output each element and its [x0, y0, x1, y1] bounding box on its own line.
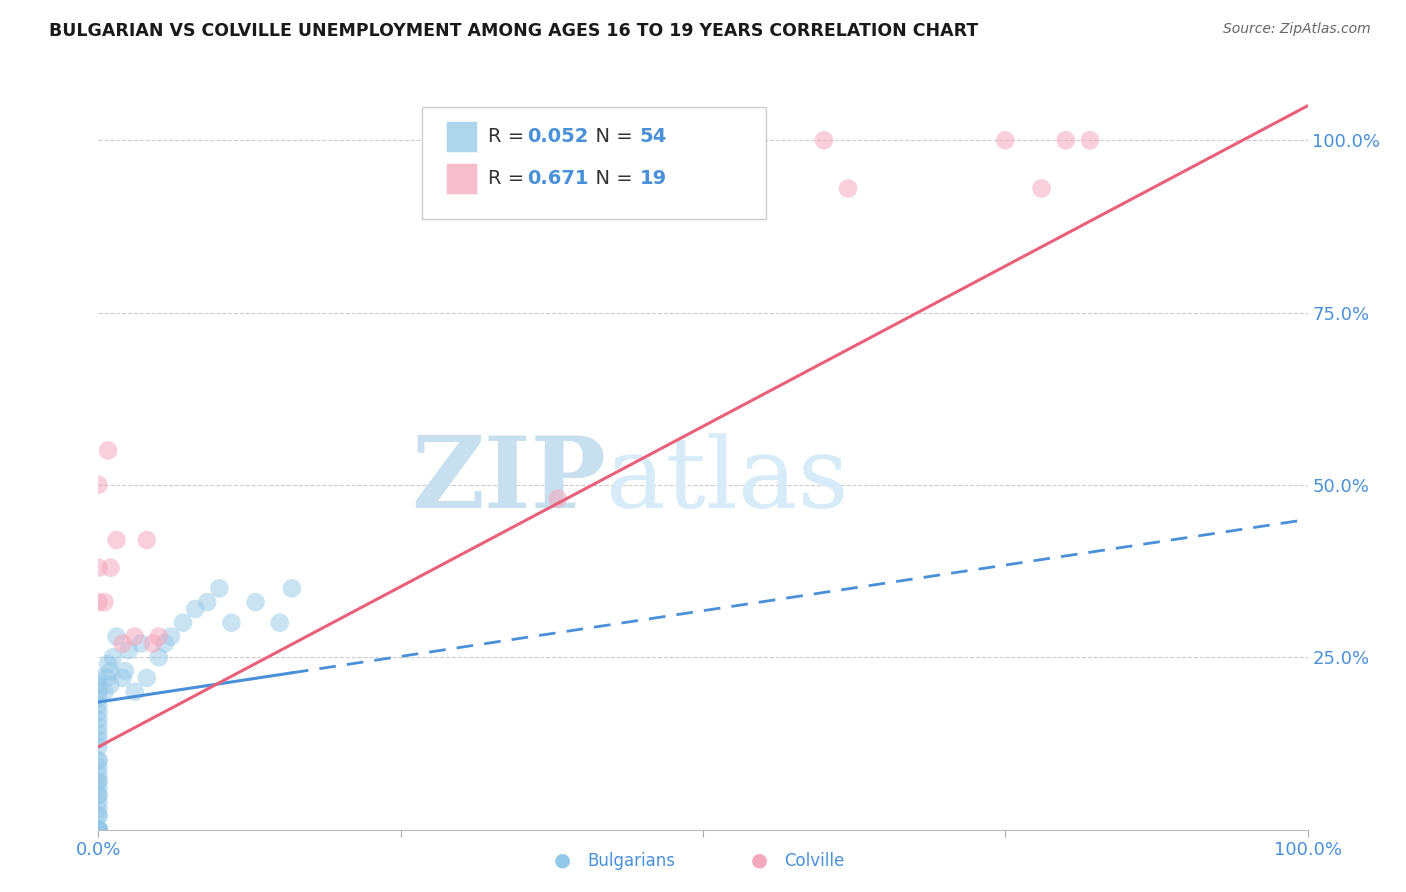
Point	[1031, 181, 1053, 195]
Point	[87, 733, 110, 747]
Point	[87, 795, 110, 809]
Point	[87, 478, 110, 492]
Point	[87, 822, 110, 837]
Point	[97, 657, 120, 672]
Point	[135, 671, 157, 685]
Text: 0.052: 0.052	[527, 127, 589, 146]
Point	[148, 630, 170, 644]
Point	[93, 595, 115, 609]
Point	[87, 822, 110, 837]
Point	[87, 788, 110, 802]
Point	[87, 767, 110, 781]
Point	[142, 636, 165, 650]
Text: 54: 54	[640, 127, 666, 146]
Text: BULGARIAN VS COLVILLE UNEMPLOYMENT AMONG AGES 16 TO 19 YEARS CORRELATION CHART: BULGARIAN VS COLVILLE UNEMPLOYMENT AMONG…	[49, 22, 979, 40]
Point	[148, 650, 170, 665]
Point	[87, 560, 110, 574]
Point	[87, 671, 110, 685]
Text: ZIP: ZIP	[412, 433, 606, 529]
Point	[87, 822, 110, 837]
Text: R =: R =	[488, 169, 530, 188]
Text: N =: N =	[583, 127, 640, 146]
Point	[153, 636, 176, 650]
Point	[93, 684, 115, 698]
Point	[87, 760, 110, 774]
Text: N =: N =	[583, 169, 640, 188]
Point	[172, 615, 194, 630]
Point	[87, 595, 110, 609]
Text: 0.671: 0.671	[527, 169, 589, 188]
Point	[87, 802, 110, 816]
Point	[87, 822, 110, 837]
Text: 19: 19	[640, 169, 666, 188]
Point	[1078, 133, 1101, 147]
Point	[87, 774, 110, 789]
Point	[221, 615, 243, 630]
Point	[87, 822, 110, 837]
Point	[160, 630, 183, 644]
Point	[105, 630, 128, 644]
Point	[87, 698, 110, 713]
Point	[114, 664, 136, 678]
Point	[813, 133, 835, 147]
Point	[111, 671, 134, 685]
Point	[100, 664, 122, 678]
Point	[208, 582, 231, 596]
Point	[87, 754, 110, 768]
Point	[105, 533, 128, 547]
Text: ●: ●	[554, 851, 571, 870]
Point	[87, 719, 110, 733]
Text: R =: R =	[488, 127, 530, 146]
Point	[87, 678, 110, 692]
Point	[87, 739, 110, 754]
Point	[184, 602, 207, 616]
Point	[87, 774, 110, 789]
Text: Source: ZipAtlas.com: Source: ZipAtlas.com	[1223, 22, 1371, 37]
Point	[195, 595, 218, 609]
Point	[118, 643, 141, 657]
Point	[1054, 133, 1077, 147]
Point	[87, 712, 110, 726]
Point	[547, 491, 569, 506]
Point	[96, 671, 118, 685]
Point	[124, 684, 146, 698]
Point	[87, 809, 110, 823]
Point	[994, 133, 1017, 147]
Point	[124, 630, 146, 644]
Point	[245, 595, 267, 609]
Text: Bulgarians: Bulgarians	[588, 852, 676, 870]
Point	[87, 726, 110, 740]
Point	[87, 788, 110, 802]
Text: Colville: Colville	[785, 852, 845, 870]
Point	[87, 754, 110, 768]
Point	[101, 650, 124, 665]
Point	[97, 443, 120, 458]
Point	[129, 636, 152, 650]
Text: atlas: atlas	[606, 433, 849, 529]
Point	[100, 678, 122, 692]
Point	[87, 684, 110, 698]
Point	[269, 615, 291, 630]
Point	[87, 781, 110, 796]
Point	[281, 582, 304, 596]
Point	[837, 181, 859, 195]
Point	[87, 809, 110, 823]
Point	[111, 636, 134, 650]
Point	[135, 533, 157, 547]
Text: ●: ●	[751, 851, 768, 870]
Point	[87, 706, 110, 720]
Point	[87, 691, 110, 706]
Point	[87, 822, 110, 837]
Point	[100, 560, 122, 574]
